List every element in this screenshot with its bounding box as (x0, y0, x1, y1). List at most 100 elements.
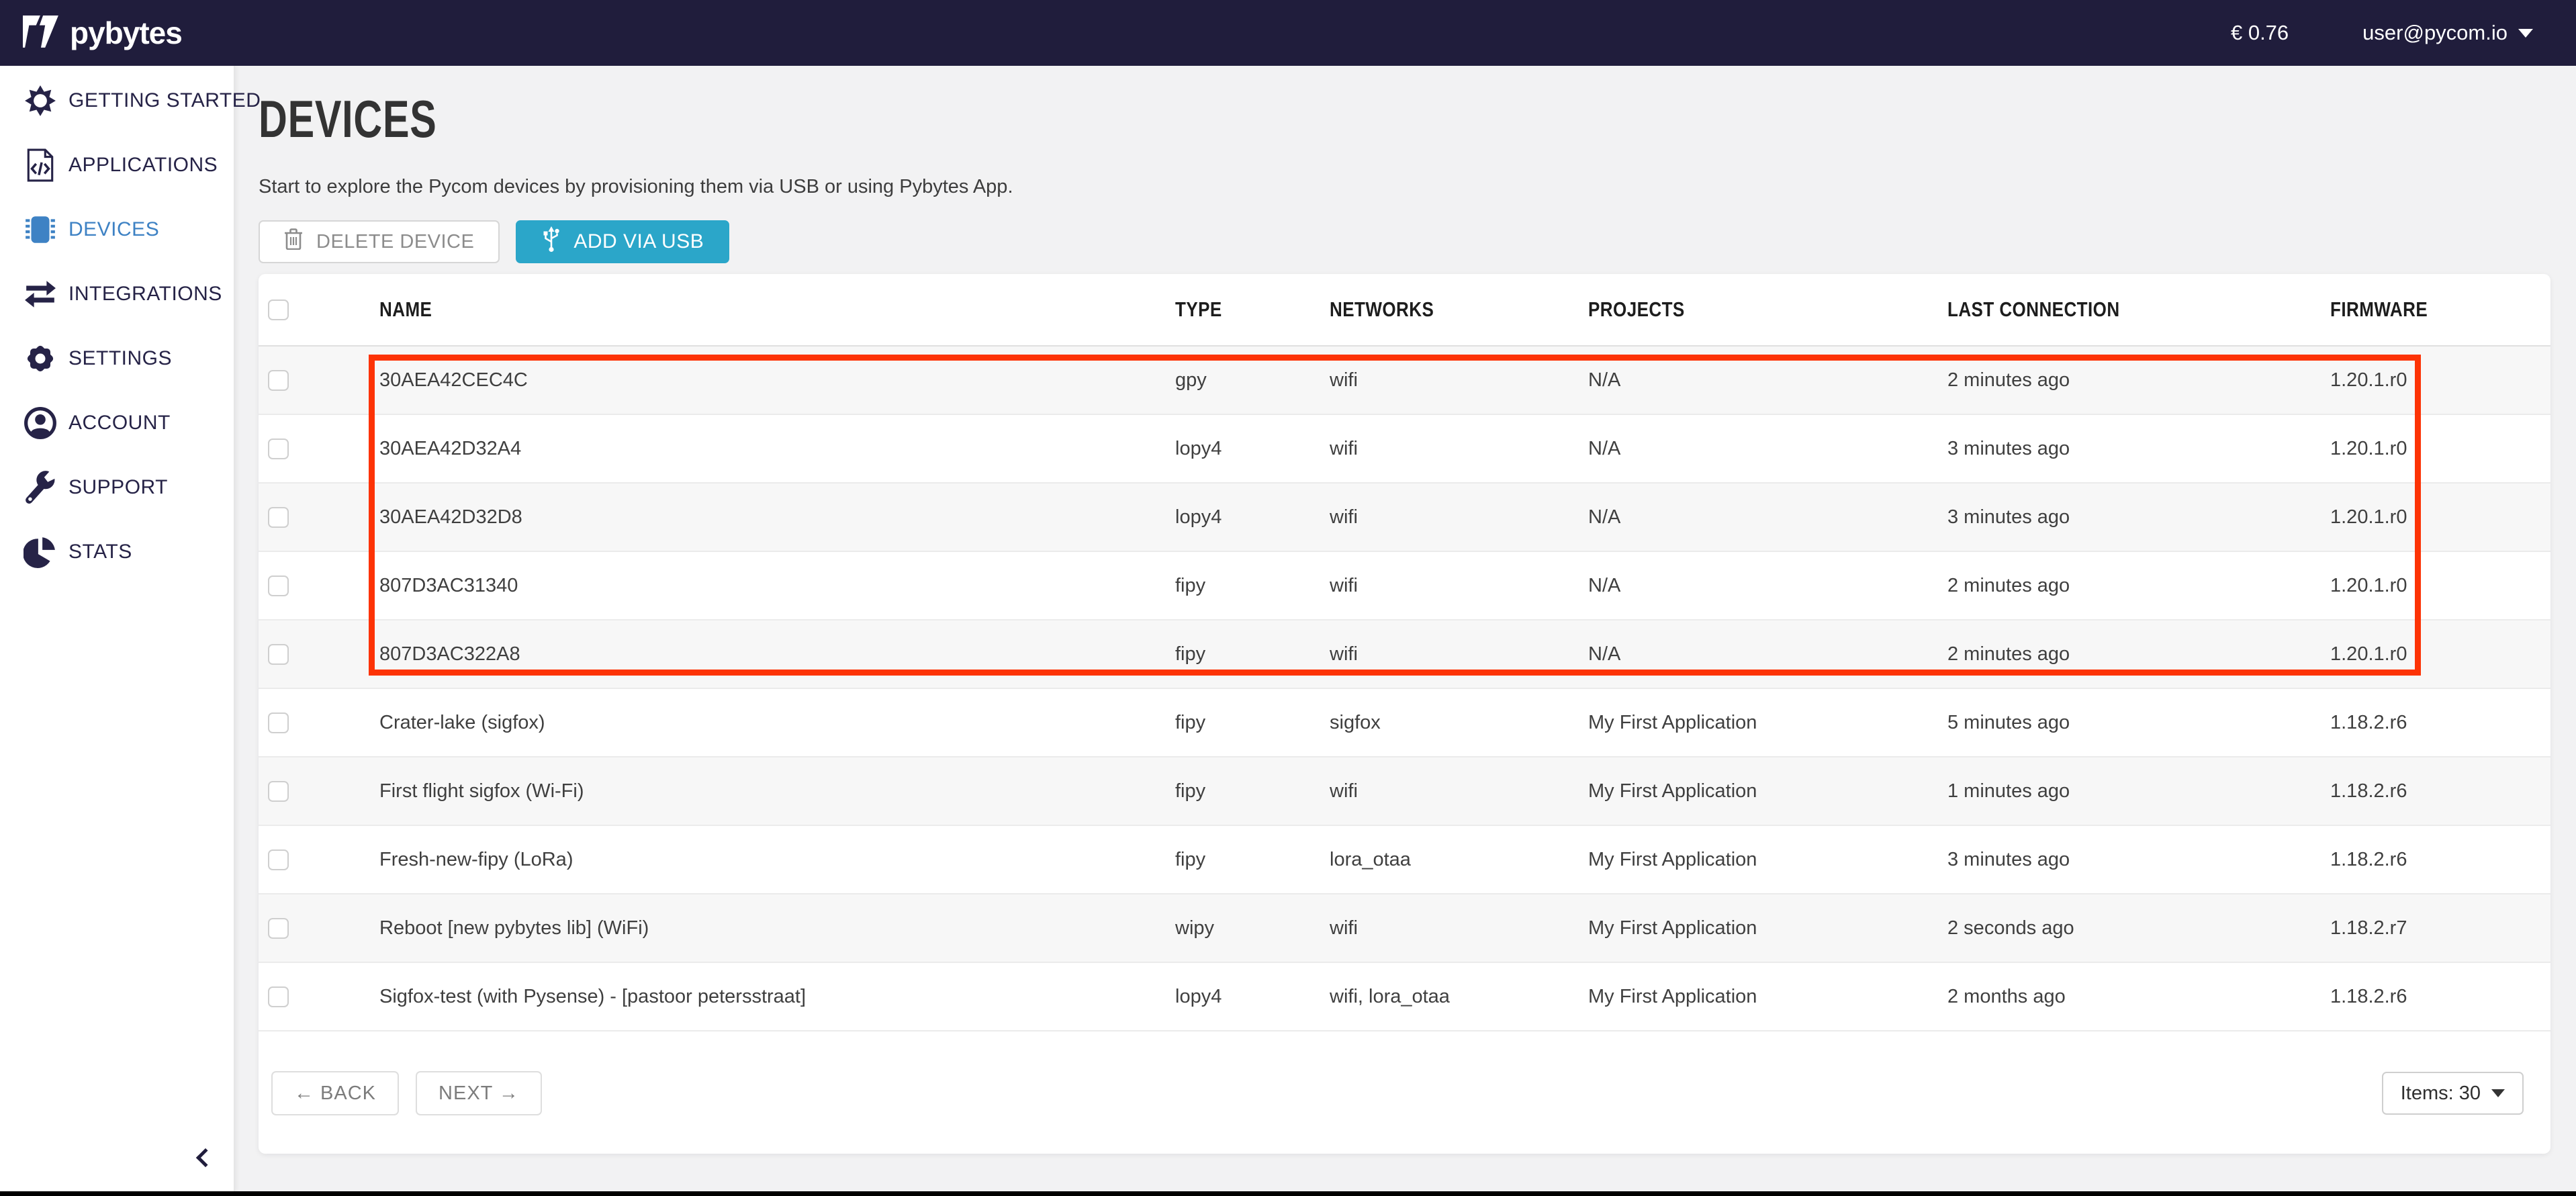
cell-projects: My First Application (1588, 780, 1947, 802)
sidebar-item-applications[interactable]: APPLICATIONS (0, 133, 234, 197)
gear-icon (23, 341, 58, 376)
row-checkbox[interactable] (268, 849, 289, 870)
table-row[interactable]: Reboot [new pybytes lib] (WiFi) wipy wif… (259, 894, 2550, 963)
add-via-usb-button[interactable]: ADD VIA USB (516, 220, 729, 263)
logo-text: pybytes (70, 15, 182, 51)
row-checkbox[interactable] (268, 439, 289, 459)
cell-type: lopy4 (1175, 438, 1330, 460)
cell-name: 30AEA42CEC4C (379, 369, 1175, 392)
table-row[interactable]: First flight sigfox (Wi-Fi) fipy wifi My… (259, 757, 2550, 826)
row-checkbox[interactable] (268, 644, 289, 665)
cell-projects: N/A (1588, 438, 1947, 460)
user-email: user@pycom.io (2362, 21, 2508, 45)
sidebar-item-support[interactable]: SUPPORT (0, 455, 234, 520)
table-row[interactable]: 807D3AC322A8 fipy wifi N/A 2 minutes ago… (259, 620, 2550, 689)
sidebar-label-support: SUPPORT (68, 476, 168, 499)
sidebar-label-stats: STATS (68, 541, 132, 563)
cell-firmware: 1.18.2.r6 (2330, 849, 2550, 871)
back-button[interactable]: ← BACK (271, 1071, 399, 1115)
cell-firmware: 1.18.2.r7 (2330, 917, 2550, 939)
column-header-firmware: FIRMWARE (2330, 297, 2550, 322)
swap-arrows-icon (23, 277, 58, 312)
cell-type: fipy (1175, 643, 1330, 665)
row-checkbox[interactable] (268, 370, 289, 391)
add-via-usb-label: ADD VIA USB (573, 230, 704, 253)
page-subtitle: Start to explore the Pycom devices by pr… (259, 176, 2576, 198)
pybytes-logo-icon (23, 14, 60, 52)
table-header-row: NAME TYPE NETWORKS PROJECTS LAST CONNECT… (259, 274, 2550, 347)
sidebar-item-devices[interactable]: DEVICES (0, 197, 234, 262)
cell-last-connection: 3 minutes ago (1947, 849, 2330, 871)
column-header-networks: NETWORKS (1330, 297, 1588, 322)
sidebar: GETTING STARTED APPLICATIONS DEVICES (0, 66, 235, 1191)
cell-networks: wifi, lora_otaa (1330, 986, 1588, 1008)
page-title: DEVICES (259, 93, 437, 145)
cell-last-connection: 3 minutes ago (1947, 438, 2330, 460)
cell-networks: wifi (1330, 369, 1588, 392)
cell-type: gpy (1175, 369, 1330, 392)
sidebar-item-account[interactable]: ACCOUNT (0, 391, 234, 455)
column-header-name: NAME (379, 297, 1175, 322)
table-row[interactable]: 30AEA42D32D8 lopy4 wifi N/A 3 minutes ag… (259, 484, 2550, 552)
select-all-checkbox[interactable] (268, 300, 289, 320)
sun-icon (23, 83, 58, 118)
cell-type: lopy4 (1175, 986, 1330, 1008)
user-icon (23, 406, 58, 441)
cell-last-connection: 5 minutes ago (1947, 712, 2330, 734)
sidebar-label-settings: SETTINGS (68, 347, 172, 370)
cell-firmware: 1.20.1.r0 (2330, 438, 2550, 460)
cell-firmware: 1.18.2.r6 (2330, 712, 2550, 734)
chip-icon (23, 212, 58, 247)
table-row[interactable]: Crater-lake (sigfox) fipy sigfox My Firs… (259, 689, 2550, 757)
sidebar-item-settings[interactable]: SETTINGS (0, 326, 234, 391)
sidebar-item-integrations[interactable]: INTEGRATIONS (0, 262, 234, 326)
row-checkbox[interactable] (268, 576, 289, 596)
caret-down-icon (2518, 29, 2533, 38)
row-checkbox[interactable] (268, 986, 289, 1007)
pybytes-logo[interactable]: pybytes (23, 14, 182, 52)
next-button[interactable]: NEXT → (416, 1071, 542, 1115)
cell-name: 30AEA42D32D8 (379, 506, 1175, 528)
cell-name: Sigfox-test (with Pysense) - [pastoor pe… (379, 986, 1175, 1008)
cell-projects: My First Application (1588, 712, 1947, 734)
sidebar-item-getting-started[interactable]: GETTING STARTED (0, 68, 234, 133)
delete-device-label: DELETE DEVICE (316, 231, 474, 253)
cell-name: 30AEA42D32A4 (379, 438, 1175, 460)
sidebar-collapse-button[interactable] (191, 1144, 220, 1174)
table-row[interactable]: 30AEA42D32A4 lopy4 wifi N/A 3 minutes ag… (259, 415, 2550, 484)
table-row[interactable]: 30AEA42CEC4C gpy wifi N/A 2 minutes ago … (259, 347, 2550, 415)
top-bar: pybytes € 0.76 user@pycom.io (0, 0, 2576, 66)
cell-projects: My First Application (1588, 849, 1947, 871)
cell-name: Fresh-new-fipy (LoRa) (379, 849, 1175, 871)
cell-firmware: 1.18.2.r6 (2330, 986, 2550, 1008)
caret-down-icon (2491, 1089, 2505, 1097)
cell-type: fipy (1175, 849, 1330, 871)
table-row[interactable]: Fresh-new-fipy (LoRa) fipy lora_otaa My … (259, 826, 2550, 894)
cell-type: fipy (1175, 712, 1330, 734)
wrench-icon (23, 470, 58, 505)
table-row[interactable]: 807D3AC31340 fipy wifi N/A 2 minutes ago… (259, 552, 2550, 620)
pie-chart-icon (23, 535, 58, 569)
delete-device-button[interactable]: DELETE DEVICE (259, 220, 500, 263)
cell-networks: wifi (1330, 780, 1588, 802)
row-checkbox[interactable] (268, 781, 289, 802)
bottom-edge (0, 1191, 2576, 1196)
cell-networks: sigfox (1330, 712, 1588, 734)
cell-projects: My First Application (1588, 917, 1947, 939)
account-balance: € 0.76 (2231, 21, 2289, 45)
cell-firmware: 1.20.1.r0 (2330, 643, 2550, 665)
row-checkbox[interactable] (268, 918, 289, 939)
cell-firmware: 1.20.1.r0 (2330, 369, 2550, 392)
sidebar-item-stats[interactable]: STATS (0, 520, 234, 584)
row-checkbox[interactable] (268, 712, 289, 733)
items-per-page-dropdown[interactable]: Items: 30 (2382, 1072, 2524, 1115)
row-checkbox[interactable] (268, 507, 289, 528)
usb-icon (541, 225, 561, 259)
cell-name: Crater-lake (sigfox) (379, 712, 1175, 734)
cell-networks: wifi (1330, 643, 1588, 665)
cell-firmware: 1.18.2.r6 (2330, 780, 2550, 802)
cell-name: First flight sigfox (Wi-Fi) (379, 780, 1175, 802)
user-menu[interactable]: user@pycom.io (2362, 21, 2533, 45)
cell-type: lopy4 (1175, 506, 1330, 528)
table-row[interactable]: Sigfox-test (with Pysense) - [pastoor pe… (259, 963, 2550, 1031)
